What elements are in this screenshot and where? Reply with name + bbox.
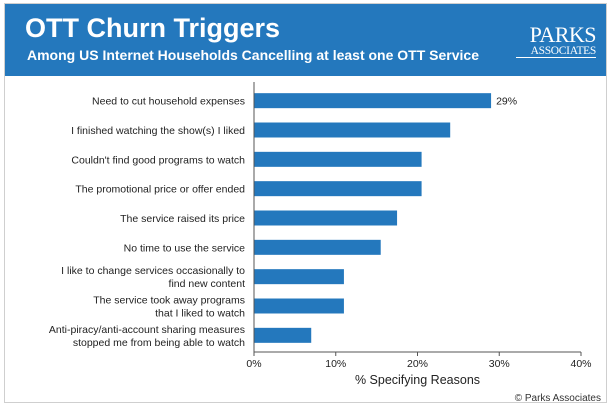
bar-6 <box>254 269 344 285</box>
bar-4 <box>254 210 398 226</box>
x-tick-label-3: 30% <box>489 358 510 370</box>
category-label-1: I finished watching the show(s) I liked <box>71 125 245 137</box>
x-tick-label-0: 0% <box>246 358 261 370</box>
bar-3 <box>254 181 422 197</box>
chart-title: OTT Churn Triggers <box>25 13 281 43</box>
x-tick-label-1: 10% <box>325 358 346 370</box>
data-label-0: 29% <box>496 96 517 108</box>
category-label-5: No time to use the service <box>124 242 246 254</box>
bar-7 <box>254 298 344 314</box>
category-label-2: Couldn't find good programs to watch <box>71 154 245 166</box>
x-axis-title: % Specifying Reasons <box>355 373 480 387</box>
bar-5 <box>254 239 381 255</box>
parks-associates-logo: PARKS ASSOCIATES <box>506 22 597 64</box>
logo-line-1: PARKS <box>529 22 597 47</box>
logo-line-2: ASSOCIATES <box>530 45 597 57</box>
x-tick-label-2: 20% <box>407 358 428 370</box>
category-label-6-line-0: I like to change services occasionally t… <box>61 265 245 277</box>
bar-2 <box>254 151 422 167</box>
category-label-6-line-1: find new content <box>169 278 246 290</box>
bar-8 <box>254 327 312 343</box>
x-tick-label-4: 40% <box>570 358 591 370</box>
bar-1 <box>254 122 451 138</box>
title-banner: OTT Churn Triggers Among US Internet Hou… <box>5 4 606 76</box>
category-label-8-line-0: Anti-piracy/anti-account sharing measure… <box>49 324 245 336</box>
category-label-4: The service raised its price <box>120 213 245 225</box>
bar-0 <box>254 93 492 109</box>
copyright-note: © Parks Associates <box>514 393 601 404</box>
logo-rule <box>516 57 596 58</box>
category-label-7-line-1: that I liked to watch <box>155 308 245 320</box>
chart-subtitle: Among US Internet Households Cancelling … <box>27 47 479 63</box>
chart-frame: OTT Churn Triggers Among US Internet Hou… <box>4 3 607 403</box>
category-label-8-line-1: stopped me from being able to watch <box>73 337 245 349</box>
category-label-3: The promotional price or offer ended <box>75 184 245 196</box>
category-label-7-line-0: The service took away programs <box>93 295 245 307</box>
category-label-0: Need to cut household expenses <box>92 96 245 108</box>
